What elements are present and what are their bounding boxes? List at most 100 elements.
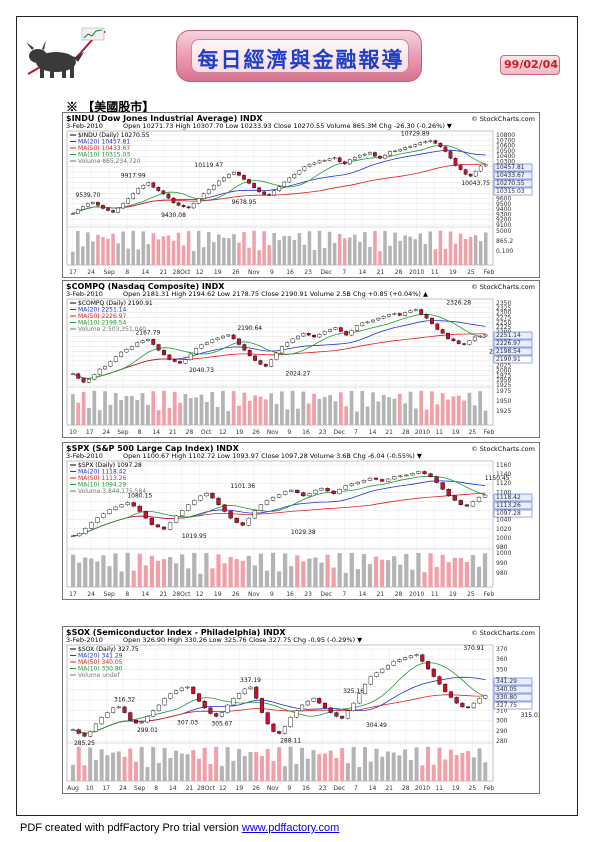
volume-bar — [381, 394, 386, 425]
volume-bar — [81, 246, 85, 265]
price-annotation: 9539.70 — [75, 192, 100, 199]
candle-body — [247, 349, 252, 357]
candle-body — [82, 733, 87, 737]
volume-bar — [294, 763, 299, 781]
price-tick-label: 1140 — [496, 471, 511, 478]
volume-bar — [161, 559, 167, 587]
chart-watermark: © StockCharts.com — [471, 283, 535, 291]
volume-bar — [186, 231, 191, 265]
volume-bar — [413, 408, 418, 425]
candle-body — [277, 731, 282, 734]
volume-bar — [188, 398, 193, 425]
volume-bar — [472, 405, 477, 425]
candle-body — [186, 206, 191, 209]
x-tick-label: 17 — [69, 269, 77, 276]
volume-bar — [478, 391, 483, 425]
price-tick-label: 360 — [496, 656, 508, 663]
x-tick-label: 17 — [102, 785, 110, 792]
legend-entry: Volume 865,234,720 — [78, 158, 141, 165]
candle-body — [246, 517, 251, 526]
volume-bar — [277, 240, 282, 265]
price-tick-label: 9600 — [496, 196, 511, 203]
x-tick-label: 19 — [452, 429, 460, 436]
x-tick-label: Nov — [267, 429, 279, 436]
candle-body — [270, 497, 276, 501]
candle-body — [228, 511, 233, 519]
volume-bar — [371, 392, 375, 425]
candle-body — [477, 698, 482, 704]
legend-entry: MA(50) 340.05 — [78, 659, 123, 666]
candle-body — [135, 342, 140, 347]
volume-bar — [206, 232, 211, 265]
x-tick-label: 17 — [69, 591, 77, 598]
candle-body — [181, 205, 186, 207]
chart-title: $INDU (Dow Jones Industrial Average) IND… — [66, 114, 263, 123]
candle-body — [376, 317, 381, 321]
volume-bar — [361, 554, 367, 587]
x-tick-label: Feb — [484, 429, 495, 436]
x-tick-label: 25 — [469, 429, 477, 436]
volume-bar — [322, 248, 327, 265]
volume-bar — [151, 391, 156, 425]
candle-body — [319, 488, 324, 491]
close-marker-box — [493, 701, 533, 710]
volume-bar — [467, 392, 472, 425]
candle-body — [289, 489, 294, 492]
candle-body — [482, 494, 488, 498]
x-tick-label: 21 — [377, 269, 385, 276]
footer-link[interactable]: www.pdffactory.com — [241, 822, 340, 834]
x-tick-label: 28 — [395, 591, 403, 598]
volume-bar — [317, 230, 322, 265]
candle-body — [345, 710, 350, 719]
volume-bar — [71, 764, 76, 781]
candle-body — [453, 158, 458, 166]
candle-body — [107, 509, 112, 514]
candle-body — [358, 154, 362, 158]
candle-body — [380, 668, 385, 673]
volume-bar — [403, 235, 407, 265]
candle-body — [242, 344, 247, 351]
volume-bar — [428, 553, 433, 587]
volume-bar — [322, 396, 327, 425]
candle-body — [452, 495, 457, 501]
candle-body — [156, 344, 161, 351]
volume-bar — [167, 557, 173, 587]
candle-body — [424, 314, 429, 319]
price-tick-label: 9100 — [496, 222, 511, 229]
volume-bar — [71, 394, 75, 425]
candle-body — [237, 693, 242, 699]
price-annotation: 299.01 — [137, 727, 158, 734]
candle-body — [428, 140, 433, 142]
legend-entry: MA(20) 341.29 — [78, 653, 123, 660]
x-tick-label: 19 — [236, 785, 244, 792]
price-annotation: 1019.95 — [182, 533, 207, 540]
candle-body — [194, 348, 199, 355]
x-tick-label: 21 — [169, 429, 177, 436]
candle-body — [136, 188, 141, 194]
volume-bar — [113, 392, 118, 425]
volume-bar — [437, 747, 442, 781]
volume-bar — [269, 393, 274, 425]
candle-body — [174, 690, 179, 694]
volume-bar — [192, 552, 197, 587]
candle-body — [422, 471, 427, 474]
volume-bar — [305, 758, 310, 781]
volume-bar — [76, 402, 81, 425]
candle-body — [414, 654, 419, 656]
candle-body — [155, 524, 161, 528]
candle-body — [141, 185, 146, 189]
close-marker-box — [493, 509, 533, 518]
x-tick-label: 7 — [342, 591, 346, 598]
volume-bar — [460, 752, 465, 781]
volume-bar — [212, 242, 216, 265]
candle-body — [237, 172, 241, 176]
candle-body — [113, 356, 118, 362]
volume-bar — [347, 237, 352, 265]
volume-bar — [228, 557, 233, 587]
candle-body — [81, 378, 86, 383]
volume-bar — [247, 247, 251, 265]
volume-bar — [345, 763, 350, 781]
x-tick-label: Dec — [333, 429, 345, 436]
candle-body — [373, 152, 377, 157]
candle-body — [269, 359, 274, 367]
